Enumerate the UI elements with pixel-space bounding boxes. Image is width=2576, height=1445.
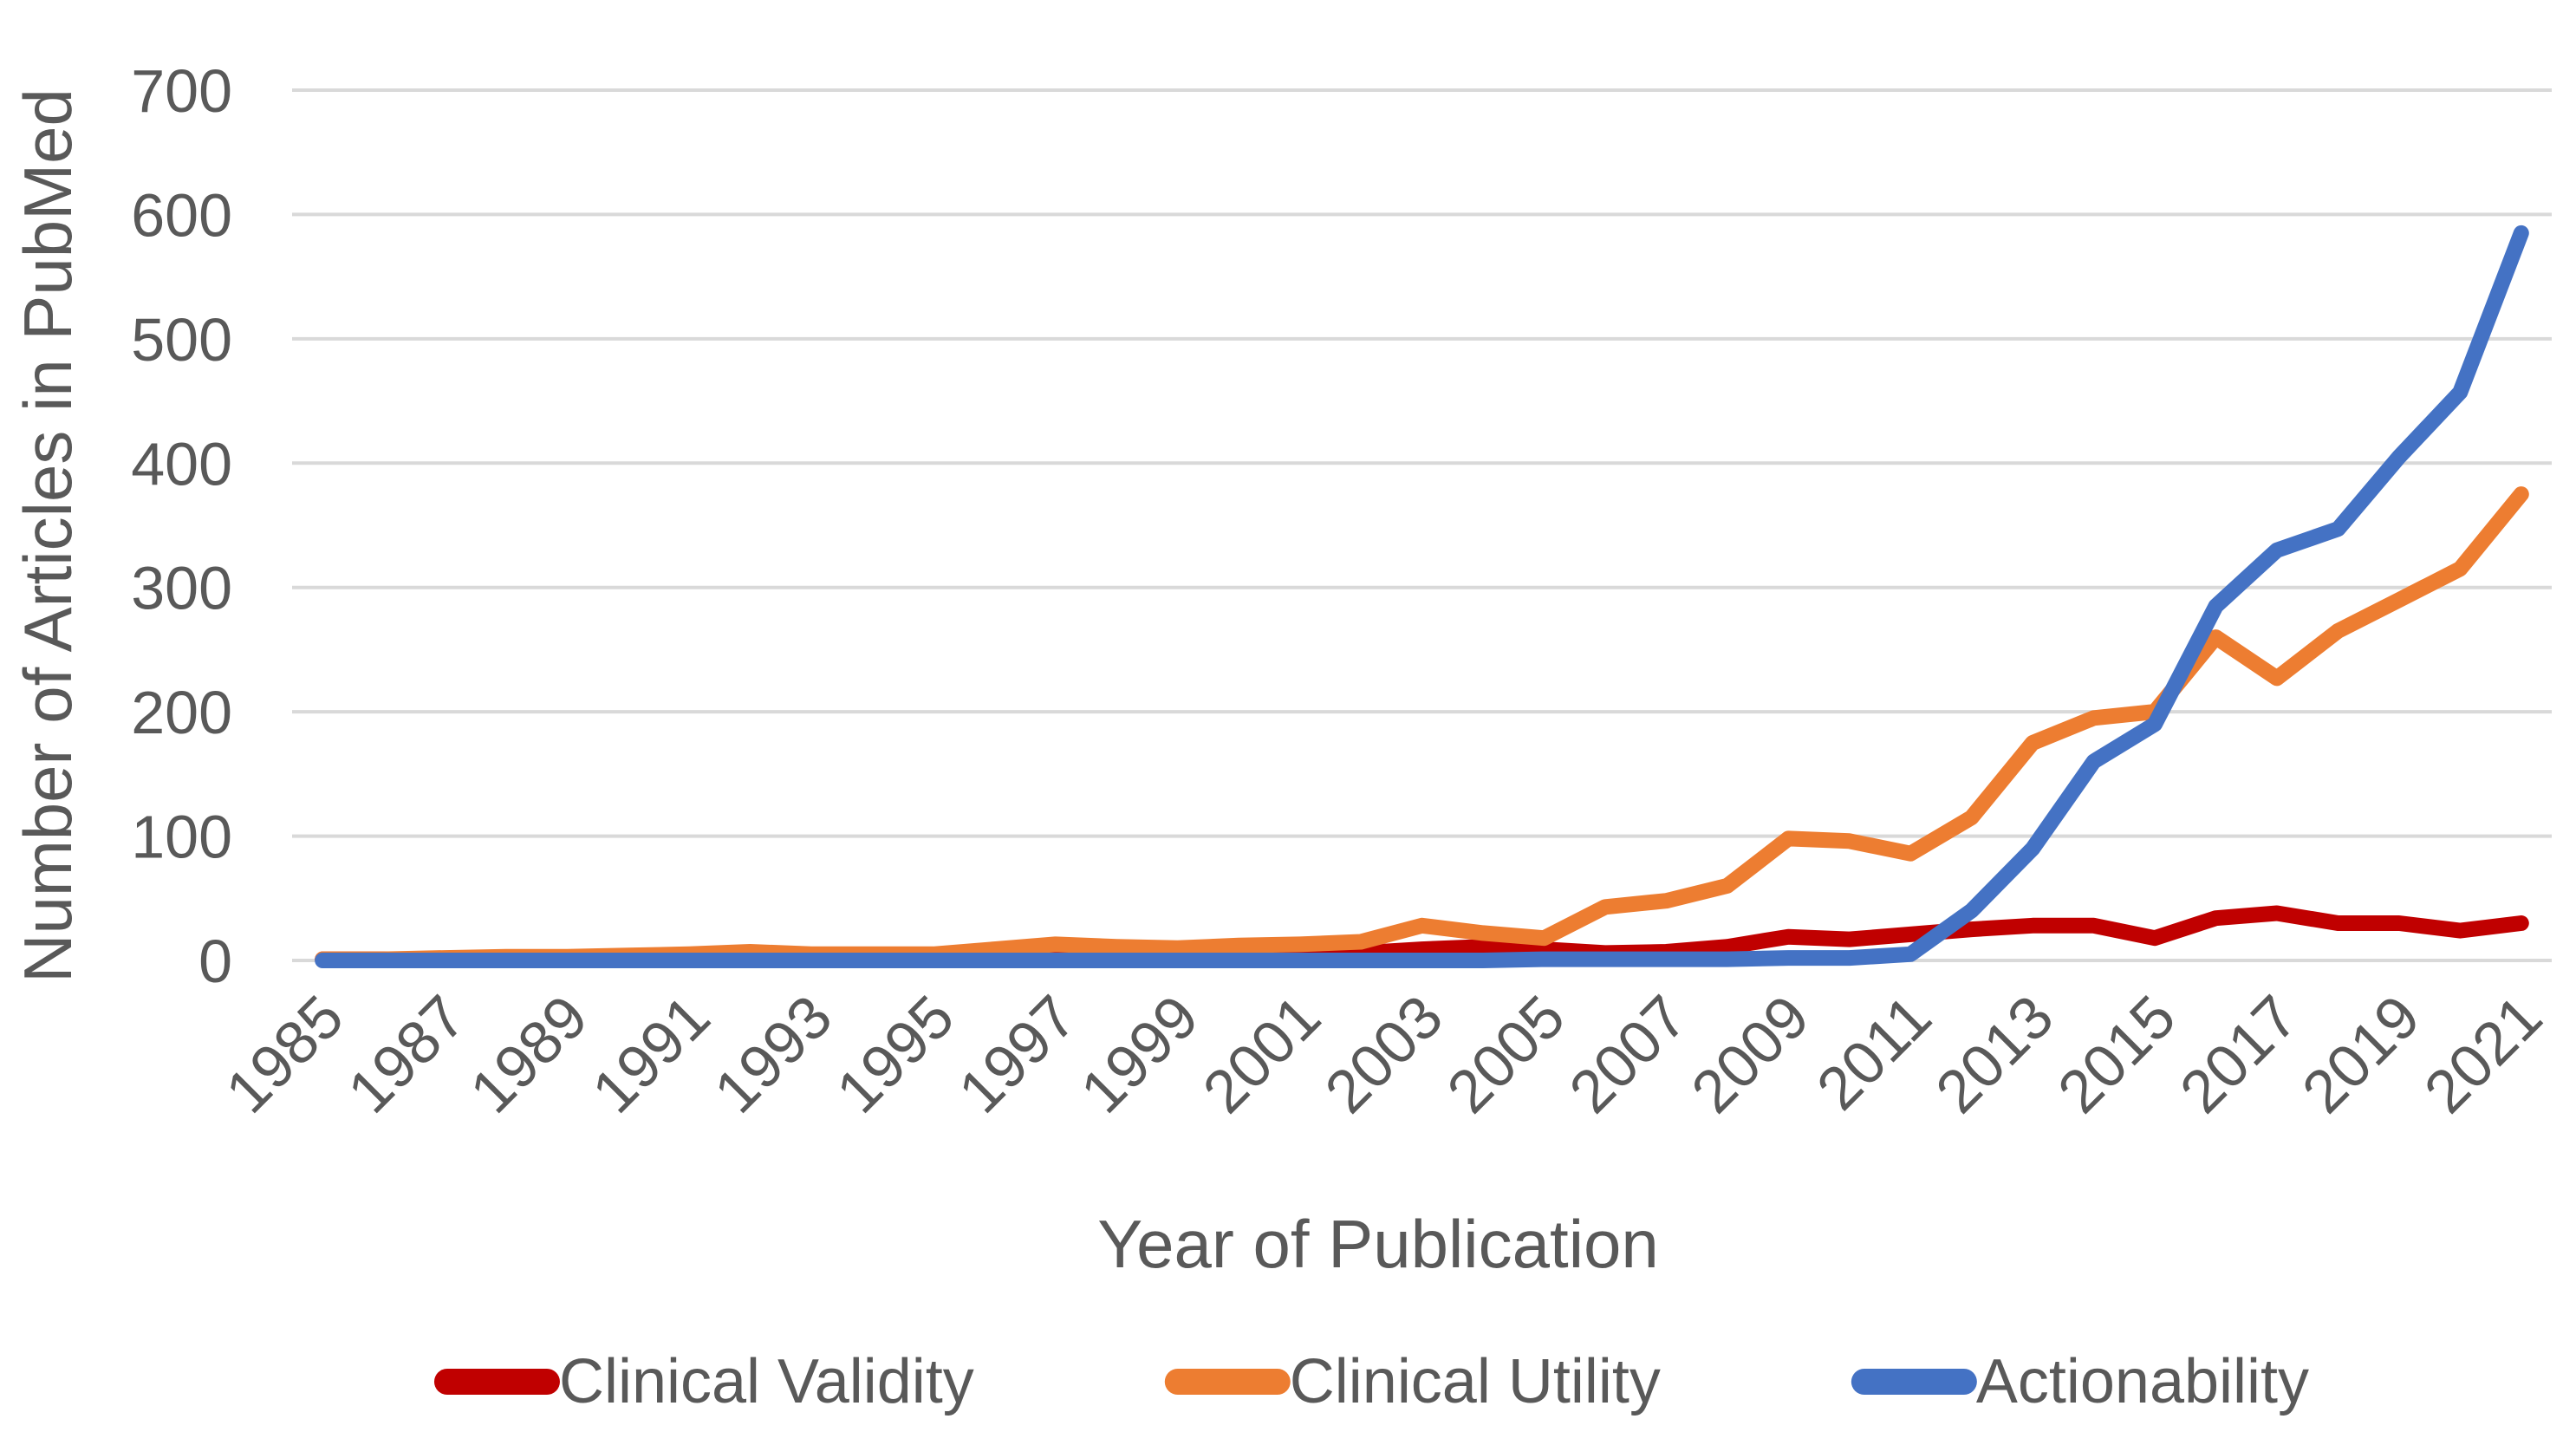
x-tick-label: 1995 [823, 982, 966, 1125]
y-tick-label: 400 [131, 430, 232, 498]
series-line-actionability [315, 225, 2529, 968]
legend-label-clinical-utility: Clinical Utility [1290, 1347, 1661, 1416]
legend-label-clinical-validity: Clinical Validity [559, 1347, 974, 1416]
x-tick-label: 2005 [1434, 982, 1577, 1125]
x-tick-label: 2021 [2411, 982, 2554, 1125]
y-tick-label: 700 [131, 57, 232, 125]
y-tick-label: 500 [131, 306, 232, 374]
x-tick-label: 1993 [701, 982, 844, 1125]
legend-item-clinical-validity: Clinical Validity [433, 1347, 974, 1416]
x-tick-label: 2017 [2167, 982, 2310, 1125]
legend-item-clinical-utility: Clinical Utility [1164, 1347, 1661, 1416]
x-tick-label: 2019 [2289, 982, 2432, 1125]
legend-label-actionability: Actionability [1976, 1347, 2309, 1416]
x-tick-label: 2001 [1190, 982, 1333, 1125]
x-tick-label: 2013 [1922, 982, 2065, 1125]
y-tick-label: 300 [131, 555, 232, 622]
x-tick-label: 2011 [1804, 982, 1944, 1123]
x-tick-label: 2009 [1679, 982, 1822, 1125]
x-axis-tick-labels: 1985198719891991199319951997199920012003… [213, 982, 2555, 1125]
gridlines-group [292, 88, 2552, 962]
legend-item-actionability: Actionability [1851, 1347, 2309, 1416]
y-axis-title: Number of Articles in PubMed [10, 88, 86, 983]
y-axis-tick-labels: 0 100 200 300 400 500 600 700 [131, 57, 232, 995]
x-tick-label: 2015 [2045, 982, 2188, 1125]
x-tick-label: 1991 [579, 982, 722, 1125]
y-tick-label: 100 [131, 804, 232, 871]
x-tick-label: 2007 [1557, 982, 1700, 1125]
x-tick-label: 1987 [335, 982, 478, 1125]
series-lines-group [315, 225, 2529, 968]
x-tick-label: 1999 [1068, 982, 1211, 1125]
x-tick-label: 1985 [213, 982, 356, 1125]
x-axis-title: Year of Publication [1097, 1206, 1659, 1282]
y-tick-label: 600 [131, 181, 232, 249]
x-tick-label: 1997 [946, 982, 1089, 1125]
x-tick-label: 1989 [457, 982, 600, 1125]
legend: Clinical Validity Clinical Utility Actiona… [433, 1347, 2309, 1416]
y-tick-label: 200 [131, 679, 232, 746]
y-tick-label: 0 [198, 928, 232, 995]
x-tick-label: 2003 [1312, 982, 1455, 1125]
series-line-clinical-utility [315, 486, 2529, 967]
